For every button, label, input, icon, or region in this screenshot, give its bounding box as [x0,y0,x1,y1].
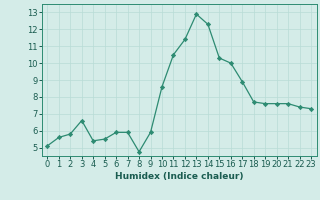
X-axis label: Humidex (Indice chaleur): Humidex (Indice chaleur) [115,172,244,181]
